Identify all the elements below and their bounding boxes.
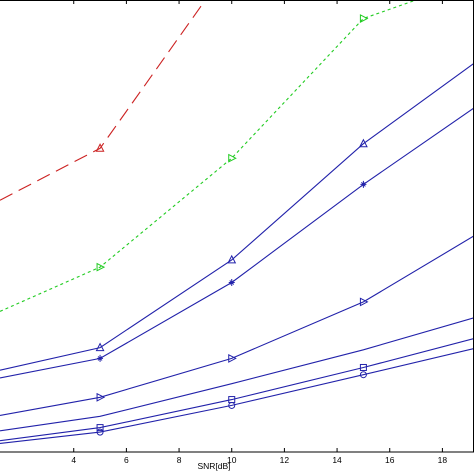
series-8-marker — [228, 401, 236, 409]
series-line-2 — [0, 0, 417, 312]
series-4-marker — [360, 180, 367, 188]
series-layer — [0, 0, 474, 444]
series-line-5 — [0, 235, 474, 416]
x-tick-label: 12 — [280, 455, 290, 465]
series-4-marker — [97, 354, 104, 362]
series-4-marker — [228, 279, 235, 286]
series-1-marker — [95, 143, 105, 152]
series-3-marker — [227, 254, 237, 264]
series-line-3 — [0, 62, 474, 371]
series-5-marker — [359, 297, 369, 307]
x-tick-label: 8 — [177, 455, 182, 465]
series-line-6 — [0, 317, 474, 432]
series-3-marker — [358, 138, 368, 148]
series-2-marker — [359, 14, 369, 23]
x-tick-label: 18 — [438, 455, 448, 465]
series-8-marker — [96, 428, 104, 436]
series-2-marker — [228, 153, 237, 163]
series-5-marker — [96, 392, 106, 402]
series-5-marker — [228, 354, 237, 363]
x-tick-label: 14 — [332, 455, 342, 465]
series-7-marker — [359, 363, 367, 371]
x-tick-label: 16 — [385, 455, 395, 465]
x-tick-label: 10 — [227, 455, 237, 465]
x-axis-title: SNR[dB] — [197, 461, 230, 471]
series-line-1 — [0, 0, 206, 201]
series-2-marker — [96, 262, 106, 272]
series-line-8 — [0, 347, 474, 444]
x-tick-label: 6 — [124, 455, 129, 465]
series-7-marker — [96, 424, 104, 432]
series-8-marker — [359, 371, 367, 379]
series-line-7 — [0, 337, 474, 442]
x-tick-label: 4 — [71, 455, 76, 465]
series-3-marker — [95, 342, 105, 352]
